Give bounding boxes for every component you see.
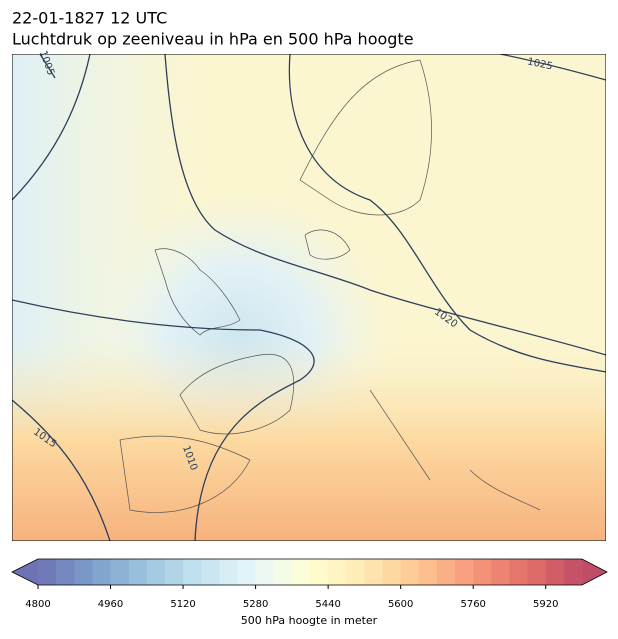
colorbar-band <box>328 559 347 585</box>
colorbar-extend-high <box>582 559 607 585</box>
colorbar-band <box>273 559 293 585</box>
colorbar-band <box>74 559 93 585</box>
colorbar-band <box>473 559 492 585</box>
isobar <box>164 54 606 356</box>
colorbar-band <box>527 559 547 585</box>
map <box>12 54 606 541</box>
colorbar-band <box>382 559 402 585</box>
colorbar-band <box>364 559 384 585</box>
colorbar-band <box>418 559 438 585</box>
colorbar-band <box>146 559 166 585</box>
colorbar-tick-label: 5920 <box>533 599 558 610</box>
colorbar-band <box>310 559 329 585</box>
colorbar-tick-label: 5280 <box>243 599 268 610</box>
colorbar-band <box>38 559 57 585</box>
isobar <box>12 399 111 541</box>
colorbar-band <box>237 559 257 585</box>
colorbar-band <box>110 559 130 585</box>
colorbar-band <box>436 559 456 585</box>
colorbar-band <box>56 559 75 585</box>
isobar <box>39 54 56 79</box>
colorbar-band <box>291 559 311 585</box>
colorbar-outline <box>11 558 608 586</box>
colorbar-tick-label: 4800 <box>25 599 50 610</box>
subtitle: Luchtdruk op zeeniveau in hPa en 500 hPa… <box>12 30 414 49</box>
colorbar-band <box>563 559 583 585</box>
colorbar-band <box>400 559 420 585</box>
colorbar-band <box>491 559 510 585</box>
isobar <box>288 54 606 373</box>
colorbar-tick-label: 5600 <box>388 599 413 610</box>
colorbar-extend-low <box>12 559 38 585</box>
colorbar-band <box>455 559 474 585</box>
coastline <box>119 59 541 513</box>
title: 22-01-1827 12 UTC <box>12 9 167 28</box>
colorbar-label: 500 hPa hoogte in meter <box>241 614 378 627</box>
colorbar-tick-label: 4960 <box>98 599 123 610</box>
colorbar-band <box>219 559 238 585</box>
colorbar-band <box>201 559 220 585</box>
colorbar-tick-label: 5760 <box>460 599 485 610</box>
contour-label: 1025 <box>526 56 553 72</box>
colorbar-band <box>128 559 148 585</box>
colorbar-band <box>255 559 275 585</box>
isobar <box>499 54 606 81</box>
colorbar-band <box>509 559 529 585</box>
isobar <box>12 54 91 201</box>
colorbar-tick-label: 5120 <box>170 599 195 610</box>
colorbar-band <box>183 559 202 585</box>
isobar <box>12 299 315 541</box>
colorbar-band <box>92 559 112 585</box>
colorbar-band <box>346 559 365 585</box>
colorbar-band <box>164 559 184 585</box>
colorbar-band <box>545 559 565 585</box>
colorbar-tick-label: 5440 <box>315 599 340 610</box>
colorbar: 4800 4960 5120 5280 5440 5600 5760 5920 <box>11 558 608 610</box>
